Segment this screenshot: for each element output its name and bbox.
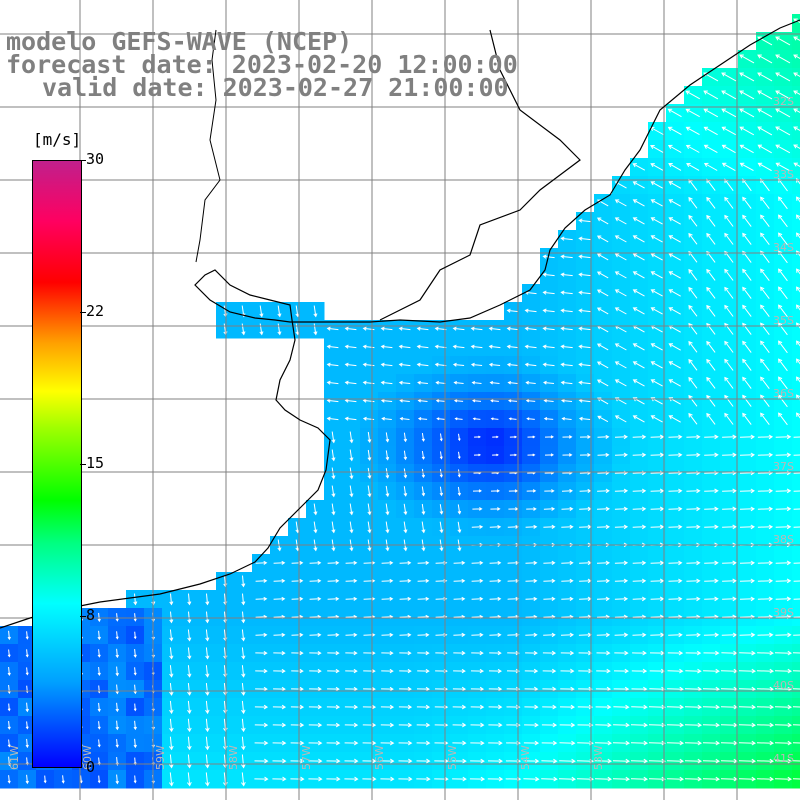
latitude-label: 33S bbox=[773, 168, 794, 181]
longitude-label: 58W bbox=[227, 745, 240, 770]
wind-speed-cell bbox=[792, 122, 800, 141]
latitude-label: 38S bbox=[773, 533, 794, 546]
latitude-label: 32S bbox=[773, 95, 794, 108]
latitude-label: 37S bbox=[773, 460, 794, 473]
longitude-label: 59W bbox=[154, 745, 167, 770]
latitude-label: 39S bbox=[773, 606, 794, 619]
longitude-label: 53W bbox=[592, 745, 605, 770]
latitude-label: 36S bbox=[773, 387, 794, 400]
wind-speed-cell bbox=[792, 194, 800, 213]
wind-speed-cell bbox=[792, 410, 800, 429]
longitude-label: 57W bbox=[300, 745, 313, 770]
latitude-label: 41S bbox=[773, 752, 794, 765]
colorbar-tick-22: 22 bbox=[86, 302, 104, 320]
latitude-label: 34S bbox=[773, 241, 794, 254]
wind-speed-cell bbox=[792, 140, 800, 159]
latitude-label: 40S bbox=[773, 679, 794, 692]
colorbar-unit: [m/s] bbox=[33, 130, 81, 149]
colorbar-tick-30: 30 bbox=[86, 150, 104, 168]
wind-speed-cell bbox=[792, 212, 800, 231]
wind-speed-cell bbox=[792, 338, 800, 357]
title-valid-date: valid date: 2023-02-27 21:00:00 bbox=[6, 76, 566, 99]
colorbar-tick-15: 15 bbox=[86, 454, 104, 472]
wind-speed-cell bbox=[792, 266, 800, 285]
colorbar bbox=[32, 160, 82, 768]
longitude-label: 56W bbox=[373, 745, 386, 770]
longitude-label: 61W bbox=[8, 745, 21, 770]
wind-speed-cell bbox=[792, 68, 800, 87]
map-title: modelo GEFS-WAVE (NCEP)forecast date: 20… bbox=[6, 30, 566, 99]
wind-speed-cell bbox=[792, 356, 800, 375]
wind-speed-cell bbox=[792, 32, 800, 51]
colorbar-tick-8: 8 bbox=[86, 606, 95, 624]
wind-speed-cell bbox=[792, 284, 800, 303]
longitude-label: 54W bbox=[519, 745, 532, 770]
wind-speed-cell bbox=[792, 50, 800, 69]
longitude-label: 55W bbox=[446, 745, 459, 770]
colorbar-tick-0: 0 bbox=[86, 758, 95, 776]
latitude-label: 35S bbox=[773, 314, 794, 327]
